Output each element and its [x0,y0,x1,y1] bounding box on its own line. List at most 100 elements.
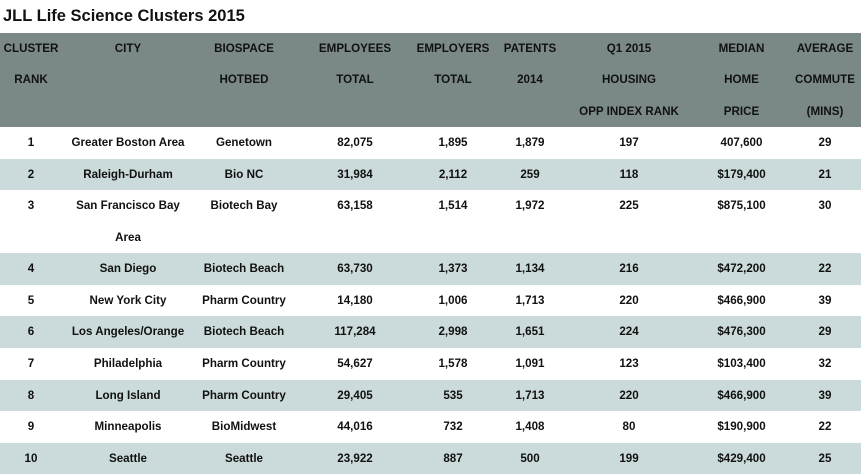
cell-patents: 1,713 [515,388,545,402]
cell-home-price: $466,900 [717,293,766,307]
cell-employers: 1,895 [438,136,468,149]
cell-patents: 1,091 [515,356,545,370]
header-text: TOTAL [434,73,472,86]
header-text: HOUSING [601,73,657,86]
header-text: PRICE [723,105,760,118]
cell-home-price: $466,900 [717,388,766,402]
cell-housing-rank: 224 [619,325,639,339]
cell-housing-rank: 118 [619,167,639,181]
cell-patents: 500 [520,451,540,465]
cell-housing-rank: 199 [619,451,639,465]
cell-patents: 259 [520,167,540,181]
cell-city: Minneapolis [94,420,162,434]
cell-home-price: $429,400 [717,451,766,465]
header-patents-2014: PATENTS 2014 [496,33,564,127]
cell-hotbed: Pharm Country [202,356,286,370]
cell-employers: 1,373 [438,262,468,276]
cell-city: Greater Boston Area [71,136,185,149]
cell-housing-rank: 123 [619,356,639,370]
cell-commute: 39 [818,388,832,402]
cell-commute: 22 [818,420,832,434]
header-text: BIOSPACE [214,42,274,55]
table-title: JLL Life Science Clusters 2015 [3,7,245,25]
clusters-table: CLUSTER RANK CITY BIOSPACE HOTBED EMPLOY… [0,33,861,475]
header-text: EMPLOYEES [318,42,392,55]
header-city: CITY [62,33,194,127]
cell-home-price: 407,600 [720,136,763,149]
cell-rank: 2 [27,167,35,181]
header-housing-opp-index: Q1 2015 HOUSING OPP INDEX RANK [564,33,694,127]
table-row: 3 San Francisco Bay Area Biotech Bay 63,… [0,190,861,253]
header-text: OPP INDEX RANK [579,105,679,118]
header-text: Q1 2015 [606,42,652,55]
cell-city: New York City [89,293,167,307]
cell-employers: 1,514 [438,199,468,213]
cell-home-price: $179,400 [717,167,766,181]
cell-hotbed: Pharm Country [202,388,286,402]
header-employers-total: EMPLOYERS TOTAL [410,33,496,127]
header-text: CITY [114,42,142,55]
cell-hotbed: Biotech Bay [210,199,278,213]
table-row: 10 Seattle Seattle 23,922 887 500 199 $4… [0,442,861,475]
cell-housing-rank: 197 [619,136,639,149]
cell-home-price: $190,900 [717,420,766,434]
header-employees-total: EMPLOYEES TOTAL [300,33,410,127]
cell-city: San Diego [99,262,157,276]
header-text: MEDIAN [718,42,765,55]
cell-city: Long Island [95,388,161,402]
header-text: RANK [14,73,48,86]
cell-employers: 2,998 [438,325,468,339]
header-median-home-price: MEDIAN HOME PRICE [694,33,789,127]
cell-hotbed: Pharm Country [202,293,286,307]
cell-city-continued: Area [115,230,141,244]
header-cluster-rank: CLUSTER RANK [0,33,62,127]
cell-commute: 25 [818,451,832,465]
header-text: PATENTS [503,42,557,55]
cell-housing-rank: 216 [619,262,639,276]
header-text: COMMUTE [795,73,855,86]
cell-patents: 1,408 [515,420,545,434]
cell-rank: 1 [27,136,35,149]
header-text: AVERAGE [796,42,854,55]
table-row: 9 Minneapolis BioMidwest 44,016 732 1,40… [0,411,861,443]
cell-employers: 1,006 [438,293,468,307]
cell-employers: 535 [443,388,463,402]
cell-hotbed: Biotech Beach [203,262,285,276]
cell-rank: 4 [27,262,35,276]
table-row: 5 New York City Pharm Country 14,180 1,0… [0,285,861,317]
cell-employees: 23,922 [337,451,373,465]
header-average-commute: AVERAGE COMMUTE (MINS) [789,33,861,127]
cell-commute: 30 [818,199,832,213]
cell-hotbed: Biotech Beach [203,325,285,339]
table-header: CLUSTER RANK CITY BIOSPACE HOTBED EMPLOY… [0,33,861,127]
header-text: EMPLOYERS [416,42,490,55]
cell-commute: 22 [818,262,832,276]
cell-city: Raleigh-Durham [83,167,173,181]
table-row: 8 Long Island Pharm Country 29,405 535 1… [0,379,861,412]
cell-employees: 44,016 [337,420,373,434]
cell-patents: 1,134 [515,262,545,276]
cell-city: Los Angeles/Orange [71,325,185,339]
cell-hotbed: Seattle [224,451,264,465]
cell-rank: 3 [27,199,35,213]
cell-employees: 63,730 [337,262,373,276]
table-row: 7 Philadelphia Pharm Country 54,627 1,57… [0,348,861,380]
table-row: 4 San Diego Biotech Beach 63,730 1,373 1… [0,253,861,285]
cell-housing-rank: 220 [619,293,639,307]
cell-rank: 8 [27,388,35,402]
cell-home-price: $476,300 [717,325,766,339]
cell-patents: 1,651 [515,325,545,339]
cell-rank: 6 [27,325,35,339]
header-text: 2014 [517,73,543,86]
header-text: HOME [724,73,759,86]
cell-commute: 29 [818,136,832,149]
cell-employers: 732 [443,420,463,434]
cell-commute: 32 [818,356,832,370]
table-row: 6 Los Angeles/Orange Biotech Beach 117,2… [0,316,861,348]
header-text: CLUSTER [3,42,59,55]
cell-patents: 1,972 [515,199,545,213]
cell-housing-rank: 80 [622,420,636,434]
header-text: (MINS) [806,105,844,118]
cell-home-price: $103,400 [717,356,766,370]
cell-hotbed: BioMidwest [211,420,277,434]
